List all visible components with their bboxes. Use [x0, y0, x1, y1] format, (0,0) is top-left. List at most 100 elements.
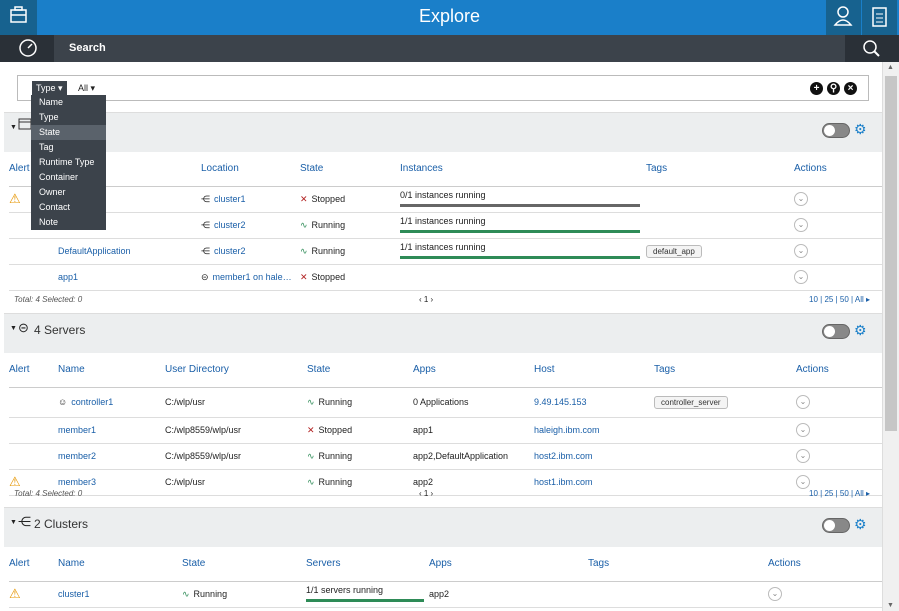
col-state[interactable]: State	[307, 353, 413, 388]
collapse-caret-icon[interactable]: ▼	[10, 519, 17, 526]
dashboard-icon[interactable]	[0, 35, 54, 62]
clusters-section-header[interactable]: ▼ ⋲ 2 Clusters ⚙	[4, 507, 882, 547]
col-tags[interactable]: Tags	[588, 547, 768, 582]
server-name-link[interactable]: controller1	[71, 397, 114, 407]
search-icon[interactable]	[845, 35, 899, 62]
col-tags[interactable]: Tags	[654, 353, 796, 388]
view-toggle[interactable]	[822, 518, 850, 533]
search-bar: Search	[0, 35, 899, 62]
dropdown-item[interactable]: Owner	[39, 187, 66, 197]
dropdown-item[interactable]: Tag	[39, 142, 54, 152]
collapse-caret-icon[interactable]: ▼	[10, 124, 17, 131]
app-name-link[interactable]: DefaultApplication	[58, 246, 131, 256]
col-state[interactable]: State	[300, 152, 400, 187]
pager[interactable]: ‹ 1 ›	[419, 489, 434, 498]
scroll-up-icon[interactable]: ▲	[887, 64, 894, 71]
table-row[interactable]: ⚠ member3 C:/wlp/usr ∿ Running app2 host1…	[9, 469, 882, 496]
table-row[interactable]: member2 C:/wlp8559/wlp/usr ∿ Running app2…	[9, 443, 882, 470]
actions-icon[interactable]: ⌄	[794, 244, 808, 258]
table-row[interactable]: DefaultApplication ⋲ cluster2 ∿ Running 1/…	[9, 238, 882, 265]
clipboard-icon[interactable]	[862, 0, 897, 35]
location-link[interactable]: cluster1	[214, 194, 246, 204]
search-filter-icon[interactable]: ⚲	[827, 82, 840, 95]
host-link[interactable]: host2.ibm.com	[534, 451, 593, 461]
clear-filter-icon[interactable]: ×	[844, 82, 857, 95]
actions-icon[interactable]: ⌄	[794, 270, 808, 284]
dropdown-item[interactable]: Runtime Type	[39, 157, 95, 167]
servers-section-header[interactable]: ▼ ⊝ 4 Servers ⚙	[4, 313, 882, 353]
actions-icon[interactable]: ⌄	[794, 218, 808, 232]
table-row[interactable]: ⚠ ⋲ cluster1 ✕ Stopped 0/1 instances runni…	[9, 186, 882, 213]
actions-icon[interactable]: ⌄	[796, 449, 810, 463]
dropdown-item[interactable]: Note	[39, 217, 59, 227]
gear-icon[interactable]: ⚙	[854, 322, 867, 338]
table-row[interactable]: ☺ controller1 C:/wlp/usr ∿ Running 0 Appli…	[9, 387, 882, 418]
pager[interactable]: ‹ 1 ›	[419, 295, 434, 304]
col-apps[interactable]: Apps	[429, 547, 588, 582]
stopped-icon: ✕	[300, 271, 308, 282]
table-row[interactable]: member1 C:/wlp8559/wlp/usr ✕ Stopped app1…	[9, 417, 882, 444]
actions-icon[interactable]: ⌄	[796, 423, 810, 437]
table-row[interactable]: ⋲ cluster2 ∿ Running 1/1 instances running…	[9, 212, 882, 239]
col-host[interactable]: Host	[534, 353, 654, 388]
dropdown-item[interactable]: Container	[39, 172, 79, 182]
applications-section-header[interactable]: ▼ ⚙	[4, 112, 882, 152]
all-filter-chip[interactable]: All ▾	[78, 83, 96, 93]
scroll-down-icon[interactable]: ▼	[887, 602, 894, 609]
vertical-scrollbar[interactable]: ▲ ▼	[882, 62, 899, 611]
col-apps[interactable]: Apps	[413, 353, 534, 388]
dropdown-item[interactable]: State	[31, 125, 106, 140]
view-toggle[interactable]	[822, 324, 850, 339]
location-link[interactable]: member1 on hale…	[212, 272, 292, 282]
col-name[interactable]: Name	[58, 353, 165, 388]
user-icon[interactable]	[826, 0, 861, 35]
col-state[interactable]: State	[182, 547, 306, 582]
filter-bar[interactable]: Type ▾ All ▾ + ⚲ ×	[17, 75, 869, 101]
location-link[interactable]: cluster2	[214, 220, 246, 230]
page-size-links[interactable]: 10 | 25 | 50 | All ▸	[809, 295, 870, 304]
col-name[interactable]: Name	[58, 547, 182, 582]
user-directory: C:/wlp8559/wlp/usr	[165, 417, 307, 444]
col-alert[interactable]: Alert	[9, 353, 58, 388]
actions-icon[interactable]: ⌄	[796, 395, 810, 409]
running-icon: ∿	[307, 450, 315, 461]
host-link[interactable]: haleigh.ibm.com	[534, 425, 600, 435]
host-link[interactable]: host1.ibm.com	[534, 477, 593, 487]
scrollbar-thumb[interactable]	[885, 76, 897, 431]
server-name-link[interactable]: member2	[58, 451, 97, 461]
tag-badge[interactable]: default_app	[646, 244, 702, 258]
col-servers[interactable]: Servers	[306, 547, 429, 582]
col-tags[interactable]: Tags	[646, 152, 794, 187]
view-toggle[interactable]	[822, 123, 850, 138]
dropdown-item[interactable]: Type	[39, 112, 59, 122]
host-link[interactable]: 9.49.145.153	[534, 397, 587, 407]
location-link[interactable]: cluster2	[214, 246, 246, 256]
table-row[interactable]: app1 ⊝ member1 on hale… ✕ Stopped ⌄	[9, 264, 882, 291]
col-instances[interactable]: Instances	[400, 152, 646, 187]
collapse-caret-icon[interactable]: ▼	[10, 325, 17, 332]
col-alert[interactable]: Alert	[9, 547, 58, 582]
type-filter-chip[interactable]: Type ▾	[32, 81, 67, 95]
cluster-name-link[interactable]: cluster1	[58, 589, 90, 599]
col-user-directory[interactable]: User Directory	[165, 353, 307, 388]
filter-type-dropdown[interactable]: Name Type State Tag Runtime Type Contain…	[31, 95, 106, 230]
col-actions[interactable]: Actions	[796, 353, 882, 388]
actions-icon[interactable]: ⌄	[768, 587, 782, 601]
page-size-links[interactable]: 10 | 25 | 50 | All ▸	[809, 489, 870, 498]
col-actions[interactable]: Actions	[794, 152, 882, 187]
tag-badge[interactable]: controller_server	[654, 395, 728, 409]
actions-icon[interactable]: ⌄	[796, 475, 810, 489]
dropdown-item[interactable]: Name	[39, 97, 64, 107]
gear-icon[interactable]: ⚙	[854, 516, 867, 532]
dropdown-item[interactable]: Contact	[39, 202, 71, 212]
gear-icon[interactable]: ⚙	[854, 121, 867, 137]
actions-icon[interactable]: ⌄	[794, 192, 808, 206]
col-location[interactable]: Location	[201, 152, 300, 187]
server-name-link[interactable]: member3	[58, 477, 97, 487]
server-name-link[interactable]: member1	[58, 425, 97, 435]
app-name-link[interactable]: app1	[58, 272, 79, 282]
toolbox-icon[interactable]	[0, 0, 37, 35]
table-row[interactable]: ⚠ cluster1 ∿ Running 1/1 servers running …	[9, 581, 882, 608]
col-actions[interactable]: Actions	[768, 547, 882, 582]
add-filter-icon[interactable]: +	[810, 82, 823, 95]
